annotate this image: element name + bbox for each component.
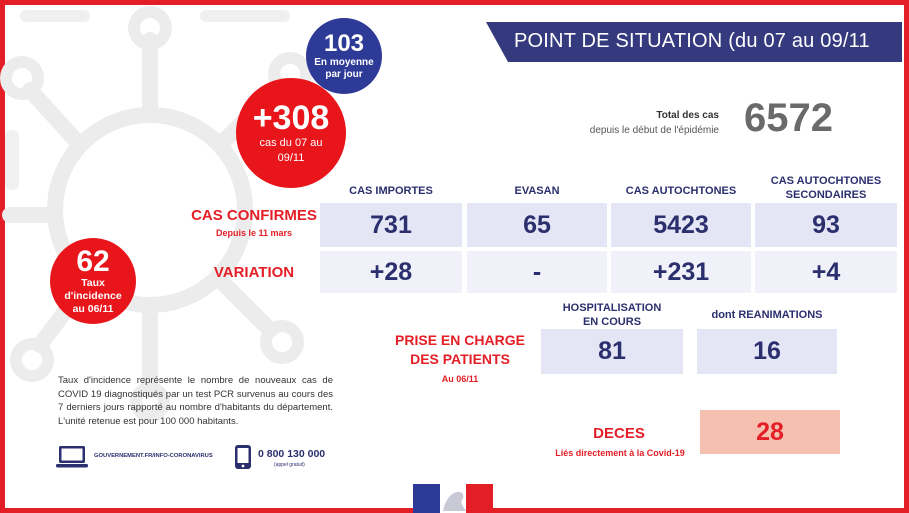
total-cases-label-1: Total des cas [656, 110, 719, 121]
daily-average-label-1: En moyenne [314, 57, 374, 68]
reanimation-header: dont REANIMATIONS [711, 309, 823, 321]
incidence-label-2: d'incidence [64, 289, 122, 302]
hospitalisation-value: 81 [541, 329, 683, 374]
marianne-logo-icon [413, 484, 493, 513]
total-cases-value: 6572 [744, 96, 833, 140]
new-cases-circle: +308 cas du 07 au 09/11 [236, 78, 346, 188]
title-banner [486, 22, 902, 62]
confirmed-autochthonous-value: 5423 [611, 203, 751, 247]
variation-label: VARIATION [213, 264, 295, 281]
page-title: POINT DE SITUATION (du 07 au 09/11 [514, 30, 870, 52]
patients-label-1: PRISE EN CHARGE [395, 332, 525, 348]
variation-imported-value: +28 [320, 251, 462, 293]
patients-label: PRISE EN CHARGE DES PATIENTS [394, 331, 526, 369]
variation-secondary-value: +4 [755, 251, 897, 293]
patients-sublabel: Au 06/11 [441, 374, 479, 384]
column-header-secondary-1: CAS AUTOCHTONES [770, 175, 882, 187]
total-cases-label: Total des cas depuis le début de l'épidé… [590, 108, 719, 138]
deaths-label: DECES [593, 425, 645, 442]
confirmed-imported-value: 731 [320, 203, 462, 247]
daily-average-value: 103 [323, 30, 365, 57]
phone-note: (appel gratuit) [274, 462, 305, 468]
total-cases-label-2: depuis le début de l'épidémie [589, 125, 719, 136]
new-cases-label-2: 09/11 [277, 152, 305, 164]
reanimation-value: 16 [697, 329, 837, 374]
incidence-value: 62 [76, 244, 110, 278]
new-cases-label-1: cas du 07 au [259, 137, 323, 149]
confirmed-label: CAS CONFIRMES [191, 207, 317, 224]
phone-icon [235, 445, 251, 469]
incidence-label-3: au 06/11 [72, 302, 114, 315]
incidence-note: Taux d'incidence représente le nombre de… [58, 375, 333, 427]
computer-icon [56, 446, 88, 468]
hospitalisation-header: HOSPITALISATION EN COURS [541, 301, 683, 329]
column-header-secondary: CAS AUTOCHTONES SECONDAIRES [755, 174, 897, 202]
variation-evasan-value: - [467, 251, 607, 293]
new-cases-value: +308 [252, 99, 330, 137]
column-header-evasan: EVASAN [514, 185, 560, 197]
confirmed-evasan-value: 65 [467, 203, 607, 247]
deaths-value: 28 [700, 410, 840, 454]
column-header-autochthonous: CAS AUTOCHTONES [625, 185, 737, 197]
incidence-label-1: Taux [81, 276, 105, 289]
column-header-imported: CAS IMPORTES [349, 185, 433, 197]
daily-average-label-2: par jour [325, 69, 363, 80]
deaths-sublabel: Liés directement à la Covid-19 [555, 448, 685, 458]
phone-number: 0 800 130 000 [258, 448, 326, 460]
daily-average-circle: 103 En moyenne par jour [306, 18, 382, 94]
hospitalisation-header-2: EN COURS [582, 316, 642, 328]
confirmed-sublabel: Depuis le 11 mars [215, 228, 293, 238]
column-header-secondary-2: SECONDAIRES [785, 189, 867, 201]
confirmed-secondary-value: 93 [755, 203, 897, 247]
patients-label-2: DES PATIENTS [410, 351, 510, 367]
hospitalisation-header-1: HOSPITALISATION [562, 302, 662, 314]
variation-autochthonous-value: +231 [611, 251, 751, 293]
website-link[interactable]: GOUVERNEMENT.FR/INFO-CORONAVIRUS [94, 453, 213, 459]
incidence-circle: 62 Taux d'incidence au 06/11 [50, 238, 136, 324]
